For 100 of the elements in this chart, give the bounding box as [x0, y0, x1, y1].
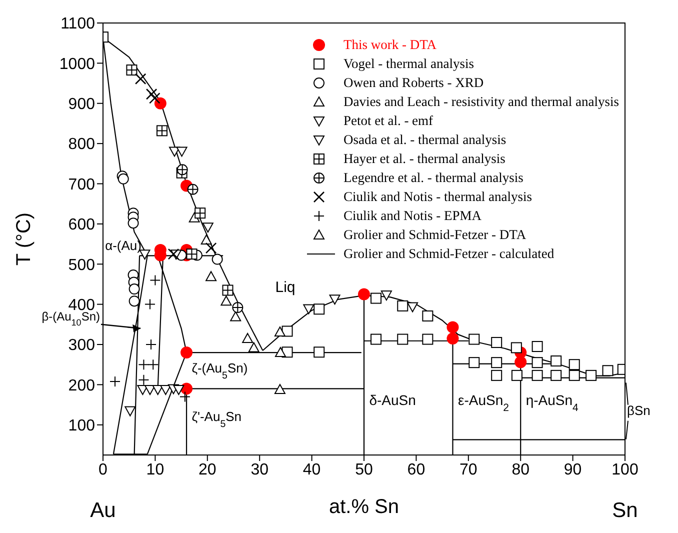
x-tick-label: 10 — [146, 461, 164, 478]
point — [422, 310, 434, 322]
point — [274, 384, 286, 394]
x-tick-label: 20 — [198, 461, 216, 478]
point — [568, 359, 580, 370]
annotation: η-AuSn$_{4}$ — [526, 392, 579, 414]
point — [491, 336, 502, 348]
point — [179, 391, 190, 402]
point — [212, 254, 223, 265]
point — [173, 384, 184, 395]
annotation: ε-AuSn$_{2}$ — [458, 392, 510, 414]
point — [550, 355, 562, 366]
legend-label: Hayer et al. - thermal analysis — [343, 150, 506, 166]
point — [446, 332, 459, 344]
point — [176, 146, 188, 157]
point — [468, 357, 480, 368]
point — [303, 304, 314, 314]
point — [180, 346, 193, 359]
point — [511, 370, 522, 381]
point — [202, 222, 214, 233]
point — [230, 311, 242, 322]
point — [128, 284, 140, 295]
point — [397, 334, 408, 345]
point — [144, 384, 156, 395]
y-tick-label: 600 — [68, 216, 96, 234]
text: Sn — [612, 499, 638, 522]
legend-label: Grolier and Schmid-Fetzer - calculated — [343, 246, 554, 262]
point — [150, 274, 161, 286]
text: βSn — [627, 402, 650, 418]
point — [152, 384, 164, 395]
point — [242, 332, 254, 343]
point — [220, 296, 232, 306]
annotation: ζ'-Au$_{5}$Sn — [192, 408, 242, 430]
legend-label: Legendre et al. - thermal analysis — [343, 170, 524, 186]
x-tick-label: 60 — [407, 461, 426, 478]
point — [314, 346, 325, 358]
point — [149, 92, 160, 104]
y-tick-label: 200 — [68, 377, 96, 394]
y-tick-label: 1100 — [60, 16, 96, 33]
point — [510, 342, 522, 354]
x-tick-label: 100 — [612, 461, 638, 478]
point — [514, 356, 527, 368]
y-tick-label: 900 — [68, 96, 96, 114]
point — [532, 370, 543, 381]
legend-label: Osada et al. - thermal analysis — [343, 132, 506, 148]
point — [206, 271, 217, 282]
point — [146, 88, 158, 100]
x-tick-label: 30 — [250, 461, 269, 478]
point — [138, 374, 150, 386]
point — [138, 359, 150, 370]
point — [205, 242, 217, 254]
legend-label: Davies and Leach - resistivity and thermal analysis — [343, 94, 619, 110]
point — [314, 304, 325, 315]
legend-label: Petot et al. - emf — [343, 112, 434, 128]
point — [468, 334, 480, 345]
legend-label: Ciulik and Notis - thermal analysis — [343, 188, 532, 204]
annotation: ζ-(Au$_{5}$Sn) — [192, 360, 248, 382]
point — [586, 370, 597, 381]
y-tick-label: 800 — [68, 136, 96, 154]
point — [358, 288, 370, 300]
legend-label: Owen and Roberts - XRD — [343, 74, 484, 90]
point — [491, 357, 502, 368]
point — [248, 342, 260, 352]
point — [139, 250, 150, 260]
y-tick-label: 700 — [68, 176, 96, 194]
point — [370, 334, 382, 345]
text: Au — [90, 499, 116, 522]
legend-label: Grolier and Schmid-Fetzer - DTA — [343, 226, 526, 242]
point — [446, 321, 459, 334]
point — [329, 294, 340, 305]
x-tick-label: 70 — [460, 461, 478, 478]
annotation: δ-AuSn — [369, 392, 416, 408]
point — [134, 73, 146, 85]
legend-label: This work - DTA — [343, 36, 436, 52]
y-tick-label: 500 — [68, 256, 96, 274]
point — [491, 370, 502, 381]
x-tick-label: 80 — [512, 461, 530, 478]
point — [532, 357, 543, 368]
point — [274, 347, 286, 358]
x-tick-label: 50 — [355, 461, 373, 478]
point — [128, 218, 139, 229]
x-tick-label: 0 — [98, 461, 108, 478]
point — [370, 292, 382, 304]
y-tick-label: 1000 — [59, 56, 96, 73]
point — [407, 302, 418, 312]
text: β-(Au$_{10}$Sn) — [42, 309, 100, 328]
point — [124, 406, 136, 416]
point — [160, 384, 172, 395]
point — [168, 248, 180, 260]
point — [148, 359, 159, 370]
point — [568, 370, 580, 381]
point — [550, 370, 562, 381]
point — [118, 173, 129, 184]
point — [274, 326, 286, 337]
point — [154, 97, 166, 110]
x-tick-label: 90 — [564, 461, 582, 478]
legend-label: Vogel - thermal analysis — [343, 56, 474, 72]
legend-label: Ciulik and Notis - EPMA — [343, 208, 482, 224]
annotation: Liq — [275, 279, 296, 296]
point — [282, 326, 293, 337]
